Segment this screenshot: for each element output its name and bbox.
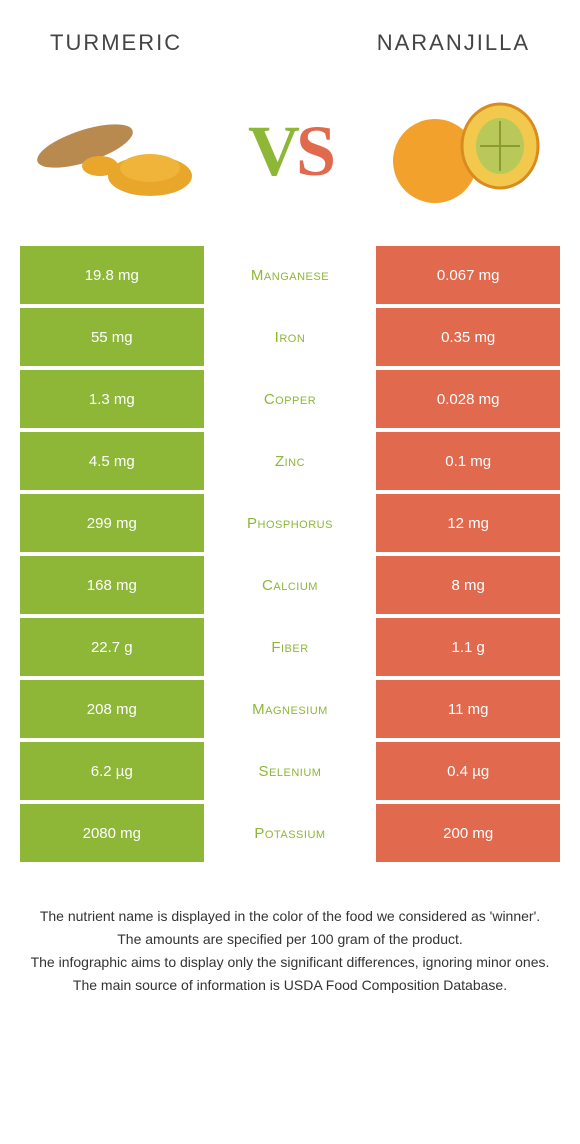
right-value: 200 mg: [376, 804, 560, 862]
nutrient-row: 19.8 mgManganese0.067 mg: [20, 246, 560, 304]
header: Turmeric Naranjilla: [20, 20, 560, 76]
left-value: 6.2 µg: [20, 742, 204, 800]
left-value: 4.5 mg: [20, 432, 204, 490]
left-value: 22.7 g: [20, 618, 204, 676]
footnote-line: The amounts are specified per 100 gram o…: [30, 929, 550, 950]
left-food-image: [30, 86, 200, 216]
left-value: 19.8 mg: [20, 246, 204, 304]
images-row: VS: [20, 76, 560, 246]
nutrient-name: Zinc: [204, 432, 377, 490]
nutrient-name: Calcium: [204, 556, 377, 614]
right-food-title: Naranjilla: [377, 30, 530, 56]
right-value: 0.35 mg: [376, 308, 560, 366]
nutrient-name: Manganese: [204, 246, 377, 304]
nutrient-row: 6.2 µgSelenium0.4 µg: [20, 742, 560, 800]
footnote-line: The infographic aims to display only the…: [30, 952, 550, 973]
nutrient-row: 2080 mgPotassium200 mg: [20, 804, 560, 862]
nutrient-name: Copper: [204, 370, 377, 428]
left-value: 168 mg: [20, 556, 204, 614]
turmeric-icon: [30, 96, 200, 206]
left-value: 299 mg: [20, 494, 204, 552]
footnote-line: The nutrient name is displayed in the co…: [30, 906, 550, 927]
vs-label: VS: [248, 110, 332, 193]
right-value: 8 mg: [376, 556, 560, 614]
left-value: 2080 mg: [20, 804, 204, 862]
nutrient-row: 299 mgPhosphorus12 mg: [20, 494, 560, 552]
right-value: 0.1 mg: [376, 432, 560, 490]
nutrient-row: 208 mgMagnesium11 mg: [20, 680, 560, 738]
nutrient-name: Fiber: [204, 618, 377, 676]
nutrient-name: Magnesium: [204, 680, 377, 738]
nutrient-row: 1.3 mgCopper0.028 mg: [20, 370, 560, 428]
infographic-container: Turmeric Naranjilla VS 19.8 mgManganese0…: [0, 0, 580, 1018]
nutrient-name: Selenium: [204, 742, 377, 800]
right-food-image: [380, 86, 550, 216]
naranjilla-icon: [380, 91, 550, 211]
left-value: 208 mg: [20, 680, 204, 738]
vs-v: V: [248, 111, 296, 191]
right-value: 0.028 mg: [376, 370, 560, 428]
nutrient-name: Potassium: [204, 804, 377, 862]
left-value: 55 mg: [20, 308, 204, 366]
right-value: 0.4 µg: [376, 742, 560, 800]
left-food-title: Turmeric: [50, 30, 182, 56]
right-value: 1.1 g: [376, 618, 560, 676]
left-value: 1.3 mg: [20, 370, 204, 428]
nutrient-name: Phosphorus: [204, 494, 377, 552]
right-value: 11 mg: [376, 680, 560, 738]
nutrient-row: 22.7 gFiber1.1 g: [20, 618, 560, 676]
footnote-line: The main source of information is USDA F…: [30, 975, 550, 996]
vs-s: S: [296, 111, 332, 191]
nutrient-row: 168 mgCalcium8 mg: [20, 556, 560, 614]
nutrient-name: Iron: [204, 308, 377, 366]
nutrient-row: 55 mgIron0.35 mg: [20, 308, 560, 366]
right-value: 12 mg: [376, 494, 560, 552]
nutrient-table: 19.8 mgManganese0.067 mg55 mgIron0.35 mg…: [20, 246, 560, 862]
nutrient-row: 4.5 mgZinc0.1 mg: [20, 432, 560, 490]
right-value: 0.067 mg: [376, 246, 560, 304]
footnotes: The nutrient name is displayed in the co…: [20, 866, 560, 996]
